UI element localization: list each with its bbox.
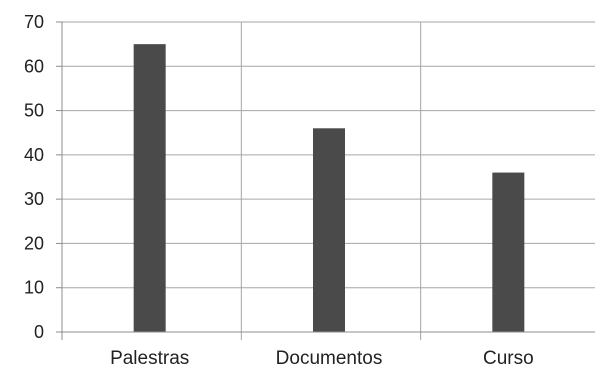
x-category-label-palestras: Palestras [110, 348, 189, 369]
y-tick-label-40: 40 [24, 145, 44, 165]
x-category-labels: Palestras Documentos Curso [110, 348, 534, 369]
x-category-label-curso: Curso [483, 348, 534, 369]
y-tick-label-0: 0 [34, 322, 44, 342]
bar-palestras [133, 44, 166, 333]
y-tick-label-60: 60 [24, 56, 44, 76]
y-tick-label-70: 70 [24, 12, 44, 32]
bar-documentos [313, 128, 345, 332]
x-category-label-documentos: Documentos [276, 348, 383, 369]
y-tick-label-10: 10 [24, 278, 44, 298]
y-tick-labels: 0 10 20 30 40 50 60 70 [24, 12, 44, 342]
bar-curso [492, 172, 525, 332]
y-tick-label-30: 30 [24, 189, 44, 209]
y-tick-label-20: 20 [24, 233, 44, 253]
y-tick-label-50: 50 [24, 101, 44, 121]
bars [133, 44, 525, 333]
axes [56, 21, 595, 340]
